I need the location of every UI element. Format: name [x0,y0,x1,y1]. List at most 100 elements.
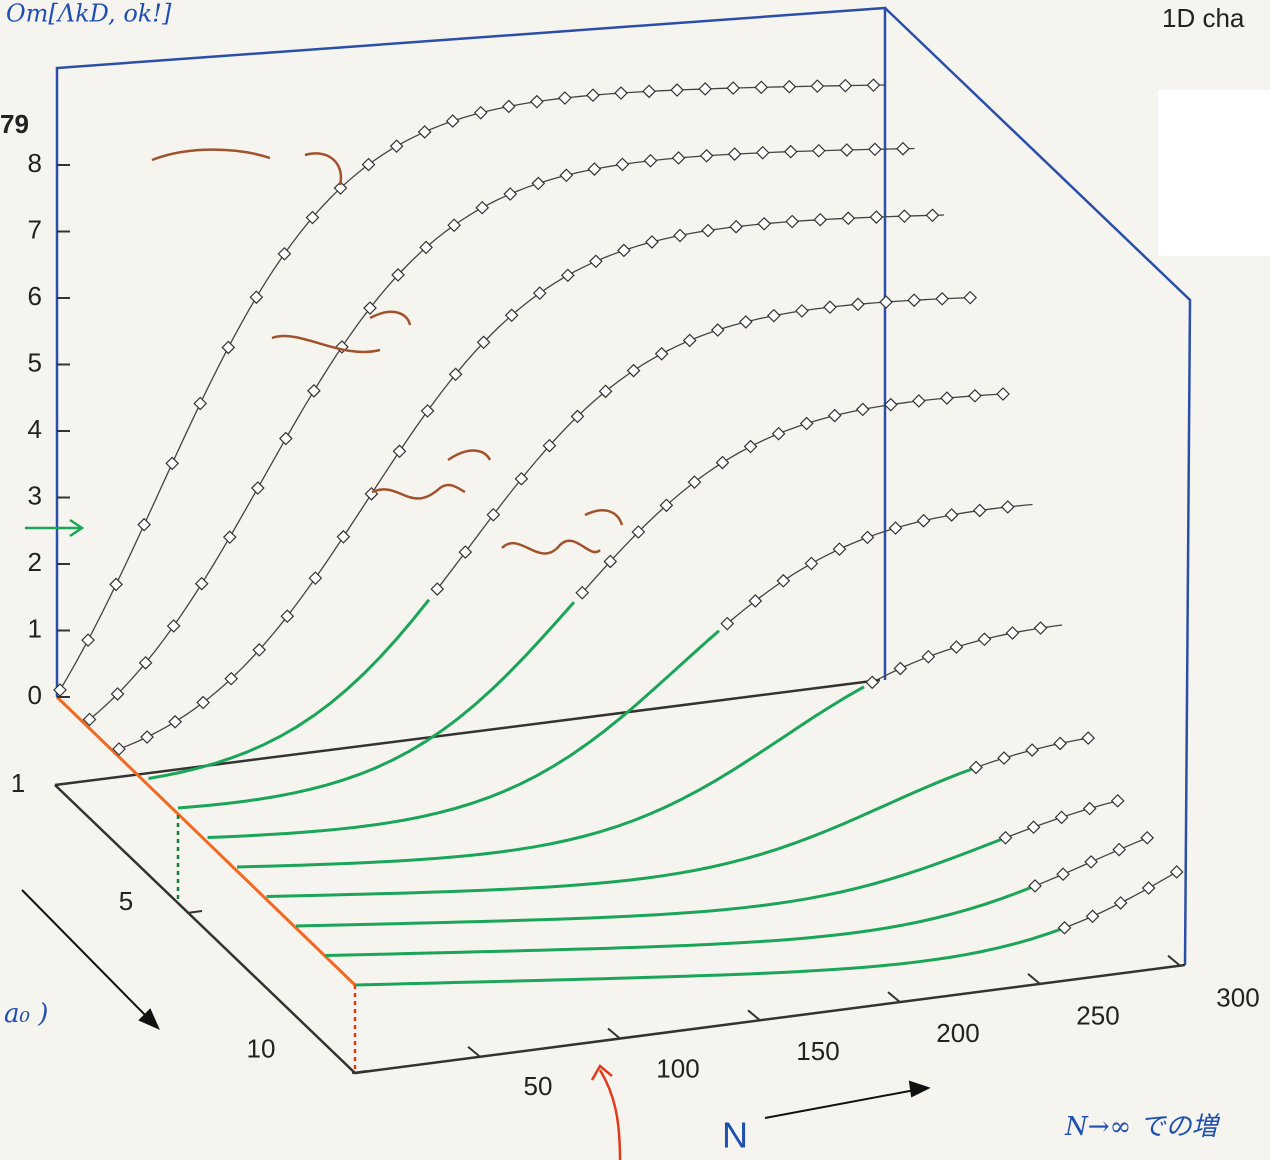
diamond [1002,501,1014,513]
diamond [645,155,657,167]
floor-back-edge [55,680,880,785]
n-tick-label: 150 [796,1036,839,1066]
diamond [628,365,640,377]
green-arrow [25,520,82,536]
z-tick-label: 8 [28,148,42,178]
diamond [1113,844,1125,856]
diamond [646,236,658,248]
z-tick-label: 2 [28,547,42,577]
diamond [1057,868,1069,880]
diamond [447,115,459,127]
diamond [308,385,320,397]
diamond [1000,832,1012,844]
diamond [998,752,1010,764]
curves [54,79,1183,985]
diamond [842,212,854,224]
diamond [1028,821,1040,833]
diamond [197,697,209,709]
arrows [22,890,928,1118]
diamond [1143,882,1155,894]
diamond [841,144,853,156]
diamond [82,634,94,646]
sketch-arrow [370,312,410,325]
diamond [926,209,938,221]
diamond [857,403,869,415]
z-tick-label: 0 [28,680,42,710]
orange-line [57,697,355,985]
depth-tick-label: 5 [119,886,133,916]
diamond [1035,622,1047,634]
diamond [890,522,902,534]
n-tick-label: 50 [524,1071,553,1101]
diamond [1141,832,1153,844]
diamond [839,80,851,92]
depth-tick-label: 10 [247,1033,276,1063]
green-line [178,602,574,808]
diamond [894,662,906,674]
tick-mark [1168,956,1180,966]
diamond [419,126,431,138]
diamond [169,716,181,728]
diamond [560,169,572,181]
diamond [394,445,406,457]
diamond [898,210,910,222]
right-wall [885,8,1190,965]
z-tick-label: 4 [28,414,42,444]
n-tick-label: 100 [656,1053,699,1083]
tick-mark [1028,974,1040,984]
diamond [814,214,826,226]
diamond [970,761,982,773]
sketch-arrow [305,153,341,185]
diamond [801,418,813,430]
arrow-head [910,1082,928,1096]
axis-label: N [722,1115,748,1156]
diamond [811,80,823,92]
curve [727,505,1032,624]
diamond [885,399,897,411]
diamond [309,572,321,584]
diamond [1026,744,1038,756]
diamond [796,305,808,317]
diamond [768,310,780,322]
diamond [534,287,546,299]
diamond [278,248,290,260]
annotation: a₀ ) [4,999,48,1029]
diamond [867,79,879,91]
green-line [296,838,1006,926]
diamond [503,100,515,112]
diamond [459,546,471,558]
diamond [749,595,761,607]
diamond [110,578,122,590]
diamond [740,316,752,328]
sketch-wave [502,541,600,554]
curve [90,149,915,720]
diamond [730,221,742,233]
z-tick-label: 3 [28,480,42,510]
tick-mark [608,1029,620,1039]
diamond [1115,897,1127,909]
green-line [149,600,430,779]
diamond [757,147,769,159]
diamond [880,296,892,308]
diamond [745,441,757,453]
diamond [616,158,628,170]
diamond [281,610,293,622]
z-tick-label: 7 [28,214,42,244]
diamond [504,188,516,200]
z-tick-label: 5 [28,347,42,377]
diamond [684,334,696,346]
diamond [699,83,711,95]
diamond [805,557,817,569]
diamond [712,324,724,336]
diamond [783,81,795,93]
diamond [674,229,686,241]
z-tick-label: 1 [28,613,42,643]
green-line [355,928,1065,985]
diamond [280,433,292,445]
diamond [168,620,180,632]
diamond [422,405,434,417]
diamond [897,143,909,155]
diamond [1082,732,1094,744]
diamond [166,457,178,469]
diamond [588,163,600,175]
